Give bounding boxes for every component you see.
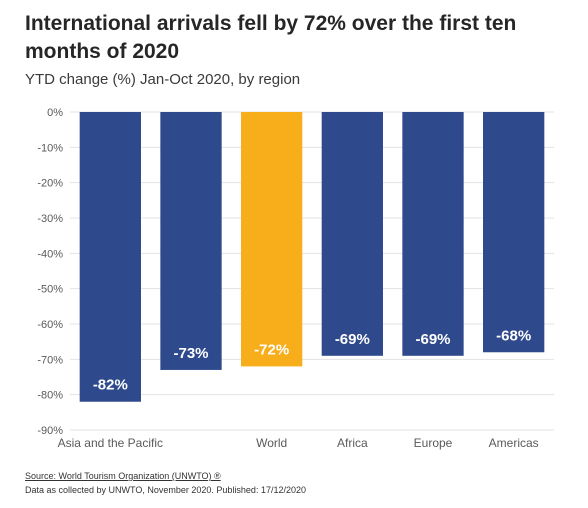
bar [160, 112, 222, 370]
data-label: -69% [415, 331, 450, 348]
bar [483, 112, 545, 353]
bar [79, 112, 141, 402]
gridlines [70, 111, 554, 431]
data-label: -68% [496, 327, 531, 344]
y-tick-label: -40% [37, 248, 63, 260]
y-tick-label: -60% [37, 319, 63, 331]
bar [321, 112, 383, 356]
y-tick-label: -70% [37, 354, 63, 366]
y-axis-ticks: 0% -10% -20% -30% -40% -50% -60% -70% -80% -90% [37, 107, 63, 437]
x-category-label: Americas [489, 436, 539, 450]
x-category-label: Asia and the Pacific [58, 436, 163, 450]
y-tick-label: -50% [37, 284, 63, 296]
y-tick-label: 0% [47, 107, 63, 119]
data-label: -69% [335, 331, 370, 348]
bar [402, 112, 464, 356]
bar-chart: 0% -10% -20% -30% -40% -50% -60% -70% -80% -90% -… [37, 107, 554, 450]
x-category-label: Europe [414, 436, 453, 450]
y-tick-label: -20% [37, 178, 63, 190]
source-link[interactable]: Source: World Tourism Organization (UNWT… [25, 471, 221, 481]
source-line-2: Data as collected by UNWTO, November 202… [25, 485, 306, 495]
data-label: -82% [93, 377, 128, 394]
y-tick-label: -30% [37, 213, 63, 225]
x-axis-categories: Asia and the Pacific World Africa Europe Ame… [58, 436, 539, 450]
x-category-label: World [256, 436, 287, 450]
data-label: -73% [173, 345, 208, 362]
chart-subtitle: YTD change (%) Jan-Oct 2020, by region [25, 71, 301, 88]
chart-title: International arrivals fell by 72% over … [25, 12, 517, 63]
y-tick-label: -80% [37, 390, 63, 402]
bar [241, 112, 303, 367]
data-labels: -82% -73% -72% -69% -69% -68% [93, 327, 531, 393]
data-label: -72% [254, 341, 289, 358]
x-category-label: Africa [337, 436, 368, 450]
y-tick-label: -90% [37, 425, 63, 437]
source-note: Source: World Tourism Organization (UNWT… [25, 469, 306, 497]
bars [79, 112, 545, 402]
y-tick-label: -10% [37, 142, 63, 154]
